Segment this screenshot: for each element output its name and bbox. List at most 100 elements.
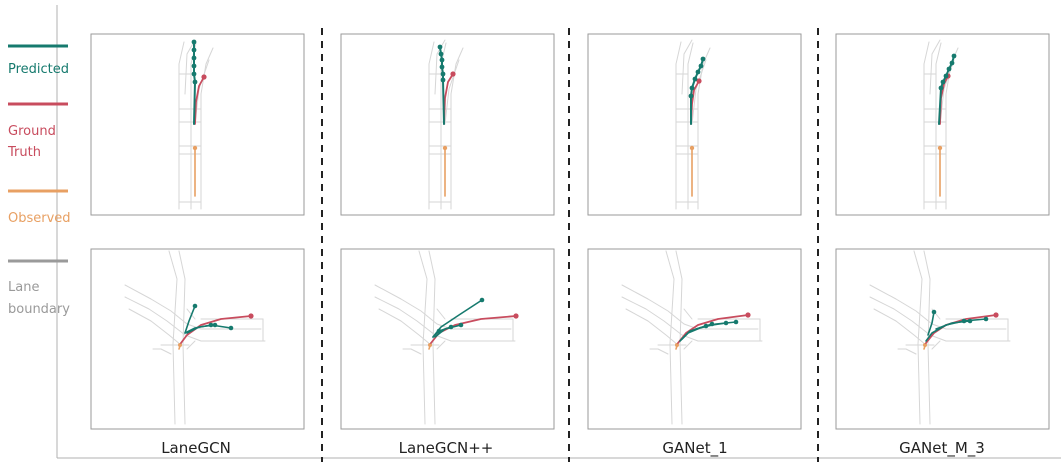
panel-frame: [90, 33, 305, 216]
lane-boundary: [681, 39, 693, 95]
predicted-point: [479, 297, 485, 303]
lane-boundary: [687, 42, 694, 210]
predicted-point: [448, 324, 454, 330]
ground-truth-endpoint: [450, 71, 456, 77]
lane-boundary: [869, 296, 1011, 342]
ground-truth-endpoint: [513, 313, 519, 319]
lane-boundary: [418, 250, 428, 425]
panel-frame: [90, 248, 305, 430]
predicted-point: [458, 322, 464, 328]
predicted-point: [951, 53, 957, 59]
lane-boundary: [923, 41, 930, 210]
predicted-point: [733, 319, 739, 325]
predicted-point: [698, 63, 704, 69]
observed-point: [178, 343, 182, 347]
predicted-point: [688, 93, 694, 99]
predicted-point: [437, 44, 443, 50]
lane-boundary: [929, 39, 941, 95]
ground-truth-endpoint: [201, 74, 207, 80]
lane-boundary: [621, 296, 763, 342]
lane-boundary: [675, 41, 682, 210]
predicted-trajectory: [184, 305, 196, 334]
panel-frame: [340, 248, 555, 430]
predicted-point: [208, 322, 214, 328]
panel-frame: [340, 33, 555, 216]
ground-truth-endpoint: [745, 312, 751, 318]
lane-boundary: [374, 284, 512, 330]
ground-truth-trajectory: [677, 314, 749, 344]
lane-boundary: [649, 348, 669, 355]
legend: Predicted Ground Truth Observed Lane bou…: [7, 44, 71, 317]
predicted-point: [946, 66, 952, 72]
observed-point: [428, 343, 432, 347]
legend-item-predicted: Predicted: [8, 44, 69, 77]
predicted-point: [192, 79, 198, 85]
panel-bottom: [90, 248, 305, 430]
lane-boundary: [184, 39, 196, 95]
panel-frame: [835, 33, 1050, 216]
panel-bottom: [340, 248, 555, 430]
predicted-point: [700, 56, 706, 62]
lane-boundary: [683, 340, 693, 350]
predicted-point: [212, 322, 218, 328]
observed-point: [192, 145, 198, 151]
lane-boundary: [625, 308, 679, 346]
legend-ground-truth-label-line1: Ground: [8, 124, 56, 139]
predicted-point: [438, 51, 444, 57]
model-label-ganet-1: GANet_1: [662, 439, 727, 458]
predicted-point: [191, 55, 197, 61]
ground-truth-endpoint: [248, 313, 254, 319]
legend-item-observed: Observed: [8, 189, 71, 226]
lane-boundary: [873, 308, 927, 346]
ground-truth-trajectory: [180, 315, 252, 344]
legend-lane-boundary-label-line2: boundary: [8, 302, 70, 317]
predicted-point: [940, 79, 946, 85]
predicted-point: [440, 71, 446, 77]
lane-boundary: [931, 340, 941, 350]
observed-point: [675, 343, 679, 347]
lane-boundary: [124, 284, 262, 330]
panels: [90, 33, 1050, 430]
lane-boundary: [935, 42, 942, 210]
lane-boundary: [621, 284, 759, 330]
lane-boundary: [428, 41, 435, 210]
panel-top: [835, 33, 1050, 216]
predicted-point: [703, 323, 709, 329]
legend-ground-truth-label-line2: Truth: [7, 145, 41, 160]
ground-truth-endpoint: [696, 78, 702, 84]
predicted-point: [983, 316, 989, 322]
predicted-point: [709, 321, 715, 327]
predicted-point: [191, 71, 197, 77]
lane-boundary: [683, 308, 693, 320]
predicted-point: [689, 85, 695, 91]
lane-boundary: [444, 59, 460, 125]
predicted-point: [228, 325, 234, 331]
legend-item-lane-boundary: Lane boundary: [8, 259, 70, 317]
predicted-trajectory: [927, 311, 935, 336]
panel-frame: [587, 248, 802, 430]
legend-observed-label: Observed: [8, 211, 71, 226]
model-label-ganet-m-3: GANet_M_3: [899, 439, 985, 458]
legend-lane-boundary-label-line1: Lane: [8, 280, 39, 295]
predicted-point: [192, 303, 198, 309]
panel-bottom: [835, 248, 1050, 430]
predicted-point: [949, 60, 955, 66]
lane-boundary: [913, 250, 923, 425]
panel-top: [340, 33, 555, 216]
model-label-lanegcn-plus: LaneGCN++: [399, 439, 494, 457]
legend-predicted-label: Predicted: [8, 62, 69, 77]
lane-boundary: [450, 47, 464, 210]
lane-boundary: [691, 59, 707, 125]
predicted-point: [191, 47, 197, 53]
predicted-point: [440, 77, 446, 83]
lane-boundary: [124, 296, 266, 342]
panel-top: [587, 33, 802, 216]
observed-point: [689, 145, 695, 151]
lane-boundary: [869, 284, 1007, 330]
lane-boundary: [178, 250, 186, 425]
panel-top: [90, 33, 305, 216]
predicted-point: [439, 57, 445, 63]
predicted-point: [931, 309, 937, 315]
predicted-point: [961, 318, 967, 324]
